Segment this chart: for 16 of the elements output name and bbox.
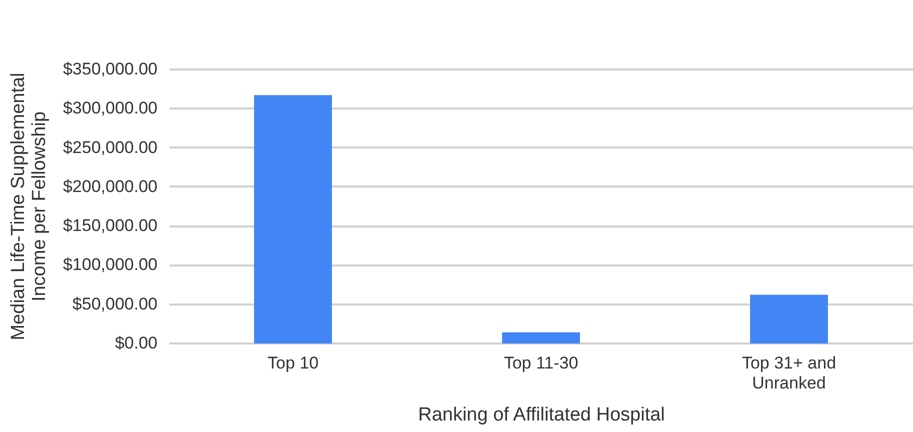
y-tick-label: $250,000.00: [62, 138, 158, 157]
x-tick-label: Top 31+ and Unranked: [742, 354, 836, 392]
y-tick-label: $350,000.00: [62, 60, 158, 78]
x-axis-title: Ranking of Affilitated Hospital: [418, 404, 665, 426]
x-tick-label: Top 10: [267, 354, 319, 372]
x-tick-label: Top 11-30: [504, 354, 578, 372]
y-tick-label: $50,000.00: [72, 294, 158, 314]
bar: [750, 294, 828, 344]
y-tick-label: $300,000.00: [62, 98, 158, 118]
y-tick-label: $0.00: [114, 334, 158, 352]
y-tick-label: $150,000.00: [62, 216, 158, 236]
bar: [254, 95, 332, 344]
y-tick-label: $100,000.00: [62, 255, 158, 274]
bar: [502, 332, 580, 344]
y-axis-title: Median Life-Time Supplemental Income per Fellowship: [8, 72, 50, 340]
y-tick-label: $200,000.00: [62, 176, 158, 196]
